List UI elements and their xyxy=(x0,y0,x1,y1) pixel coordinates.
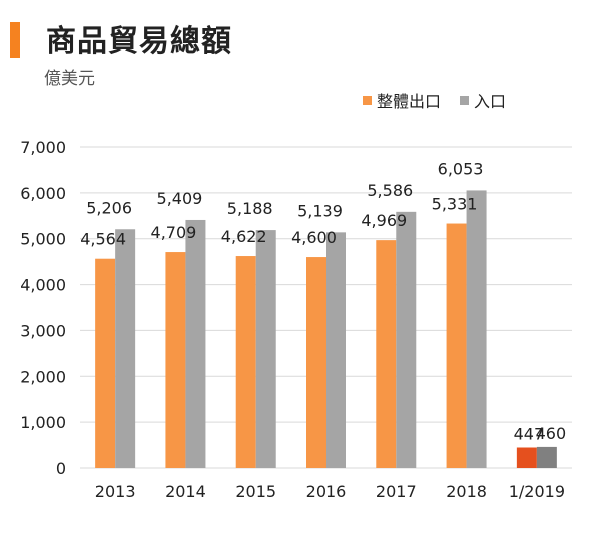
import-bar xyxy=(115,229,136,468)
y-tick-label: 7,000 xyxy=(20,138,66,157)
export-value-label: 4,622 xyxy=(221,227,267,246)
import-bar xyxy=(255,230,276,468)
import-value-label: 5,206 xyxy=(86,198,132,217)
import-bar xyxy=(466,190,487,469)
x-tick-label: 1/2019 xyxy=(509,482,565,501)
export-value-label: 4,969 xyxy=(361,211,407,230)
import-value-label: 5,139 xyxy=(297,201,343,220)
import-bar xyxy=(326,232,346,468)
import-value-label: 5,586 xyxy=(367,181,413,200)
export-value-label: 4,709 xyxy=(151,223,197,242)
x-tick-label: 2017 xyxy=(376,482,417,501)
legend-label-export: 整體出口 xyxy=(377,92,441,111)
legend-swatch-export xyxy=(363,96,372,105)
export-value-label: 447 xyxy=(514,425,545,444)
export-value-label: 4,600 xyxy=(291,228,337,247)
y-tick-label: 0 xyxy=(56,459,66,478)
import-bar xyxy=(396,211,417,469)
y-tick-label: 5,000 xyxy=(20,230,66,249)
import-bar xyxy=(185,219,206,468)
export-bar xyxy=(95,258,116,468)
legend-swatch-import xyxy=(460,96,469,105)
import-value-label: 460 xyxy=(536,424,567,443)
export-value-label: 5,331 xyxy=(432,195,478,214)
x-tick-label: 2013 xyxy=(95,482,136,501)
x-tick-label: 2018 xyxy=(446,482,487,501)
export-bar xyxy=(306,257,326,468)
y-tick-label: 2,000 xyxy=(20,367,66,386)
y-tick-label: 3,000 xyxy=(20,321,66,340)
y-tick-label: 6,000 xyxy=(20,184,66,203)
import-value-label: 5,188 xyxy=(227,199,273,218)
unit-label: 億美元 xyxy=(44,69,95,89)
chart-title: 商品貿易總額 xyxy=(46,24,232,59)
legend: 整體出口 入口 xyxy=(363,92,506,111)
import-value-label: 6,053 xyxy=(438,159,484,178)
y-tick-label: 4,000 xyxy=(20,276,66,295)
y-tick-label: 1,000 xyxy=(20,413,66,432)
export-bar xyxy=(165,252,186,468)
x-tick-label: 2016 xyxy=(306,482,347,501)
import-value-label: 5,409 xyxy=(157,189,203,208)
y-axis: 0 1,000 2,000 3,000 4,000 5,000 6,000 7,000 xyxy=(20,138,66,478)
x-tick-label: 2015 xyxy=(235,482,276,501)
export-value-label: 4,564 xyxy=(80,230,126,249)
import-bar xyxy=(536,446,557,468)
export-bar xyxy=(376,240,397,468)
x-axis: 2013 2014 2015 2016 2017 2018 1/2019 xyxy=(95,482,565,501)
export-bar xyxy=(235,256,256,468)
value-labels: 4,564 5,206 4,709 5,409 4,622 5,188 4,600 5,139… xyxy=(80,159,566,443)
bars xyxy=(95,190,557,469)
legend-label-import: 入口 xyxy=(474,92,506,111)
x-tick-label: 2014 xyxy=(165,482,206,501)
title-accent-bar xyxy=(10,22,20,58)
export-bar xyxy=(516,447,537,468)
export-bar xyxy=(446,223,467,468)
